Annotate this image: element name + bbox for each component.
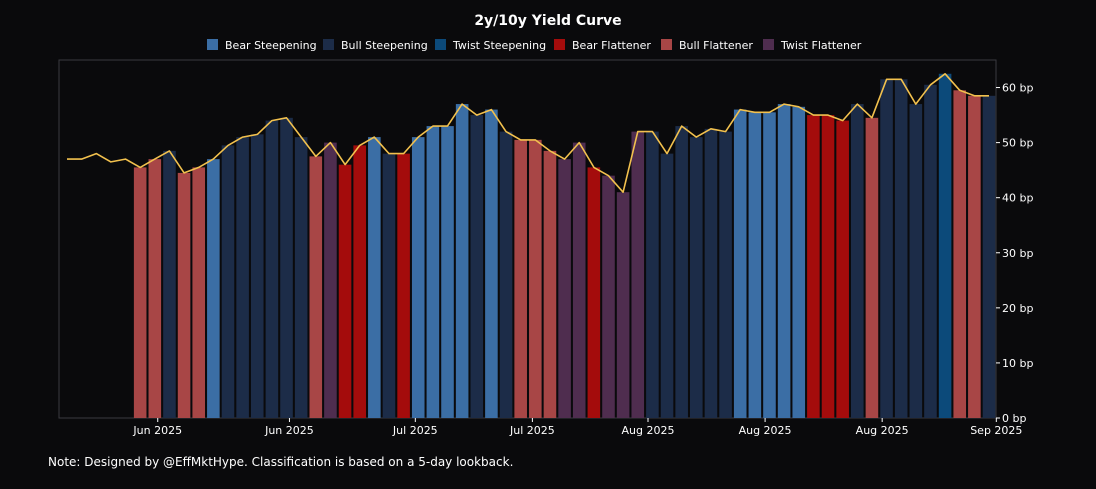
bar-13 [250,134,264,418]
bar-46 [733,109,747,419]
legend-item-bear-steep: Bear Steepening [207,39,317,52]
legend-swatch [661,39,672,50]
footer-note: Note: Designed by @EffMktHype. Classific… [48,455,514,469]
x-tick-label: Jun 2025 [132,424,182,437]
bar-27 [455,104,469,419]
y-tick-label: 0 bp [1002,412,1026,425]
bar-11 [221,145,235,418]
y-tick-label: 10 bp [1002,357,1033,370]
bar-34 [558,159,571,418]
legend-swatch [554,39,565,50]
bar-62 [968,95,981,419]
legend-label: Twist Flattener [780,39,862,52]
bar-63 [982,95,996,419]
x-tick-label: Aug 2025 [739,424,792,437]
bar-24 [411,137,425,418]
bar-51 [807,115,820,419]
bar-55 [865,117,879,418]
bar-36 [587,167,601,418]
bar-16 [294,137,308,418]
y-tick-label: 40 bp [1002,192,1033,205]
bar-38 [616,192,630,418]
legend-swatch [323,39,334,50]
bar-18 [324,142,337,418]
legend-item-twist-flat: Twist Flattener [763,39,862,52]
bar-37 [602,175,615,418]
bar-23 [397,153,410,418]
chart-title: 2y/10y Yield Curve [474,13,621,29]
bar-41 [660,153,674,418]
bar-50 [792,106,806,419]
bar-17 [309,156,323,418]
bar-42 [675,126,688,418]
bar-22 [382,153,396,418]
bar-47 [748,112,762,419]
bar-6 [148,159,162,418]
x-tick-label: Jul 2025 [392,424,438,437]
bar-21 [368,137,381,418]
x-tick-label: Jul 2025 [509,424,555,437]
bar-56 [880,79,893,419]
bar-54 [850,104,864,419]
bar-57 [894,79,908,419]
legend-label: Bull Flattener [679,39,753,52]
bar-45 [719,131,732,418]
yield-curve-chart: 2y/10y Yield Curve Bear Steepening Bull St… [58,13,1033,437]
legend-item-bear-flat: Bear Flattener [554,39,651,52]
y-tick-label: 50 bp [1002,137,1033,150]
x-tick-label: Jun 2025 [264,424,314,437]
bar-8 [177,172,191,418]
legend-swatch [207,39,218,50]
bar-30 [499,131,513,418]
y-tick-label: 20 bp [1002,302,1033,315]
bar-58 [909,104,923,419]
bar-10 [207,159,220,418]
legend-label: Twist Steepening [452,39,546,52]
bar-28 [470,115,484,419]
plot-frame [58,59,997,419]
bar-15 [280,117,293,418]
bar-26 [441,126,454,418]
bar-35 [572,142,586,418]
legend-label: Bear Flattener [572,39,651,52]
x-tick-label: Sep 2025 [970,424,1022,437]
bar-5 [133,167,147,418]
spread-line [67,73,989,193]
bar-32 [529,139,542,418]
legend-swatch [763,39,774,50]
bar-31 [514,139,527,418]
bar-9 [192,167,206,418]
bar-12 [236,137,249,418]
bar-49 [777,104,791,419]
legend-label: Bear Steepening [225,39,317,52]
bar-19 [338,164,352,418]
x-tick-label: Aug 2025 [856,424,909,437]
bar-39 [631,131,645,418]
legend-swatch [435,39,446,50]
bar-29 [485,109,498,419]
bar-43 [690,137,703,418]
bar-20 [353,145,366,418]
bar-53 [836,120,849,418]
bar-61 [953,90,967,419]
legend-item-bull-steep: Bull Steepening [323,39,428,52]
bar-48 [763,112,776,419]
bar-44 [704,128,718,418]
bar-25 [426,126,440,418]
bar-33 [543,150,557,418]
bar-7 [163,150,176,418]
bar-14 [265,120,279,418]
bar-59 [924,84,937,419]
legend-item-twist-steep: Twist Steepening [435,39,546,52]
bar-60 [938,73,952,419]
y-tick-label: 60 bp [1002,82,1033,95]
x-tick-label: Aug 2025 [622,424,675,437]
y-tick-label: 30 bp [1002,247,1033,260]
legend-item-bull-flat: Bull Flattener [661,39,753,52]
legend-label: Bull Steepening [341,39,428,52]
bar-40 [646,131,659,418]
bar-52 [821,115,835,419]
